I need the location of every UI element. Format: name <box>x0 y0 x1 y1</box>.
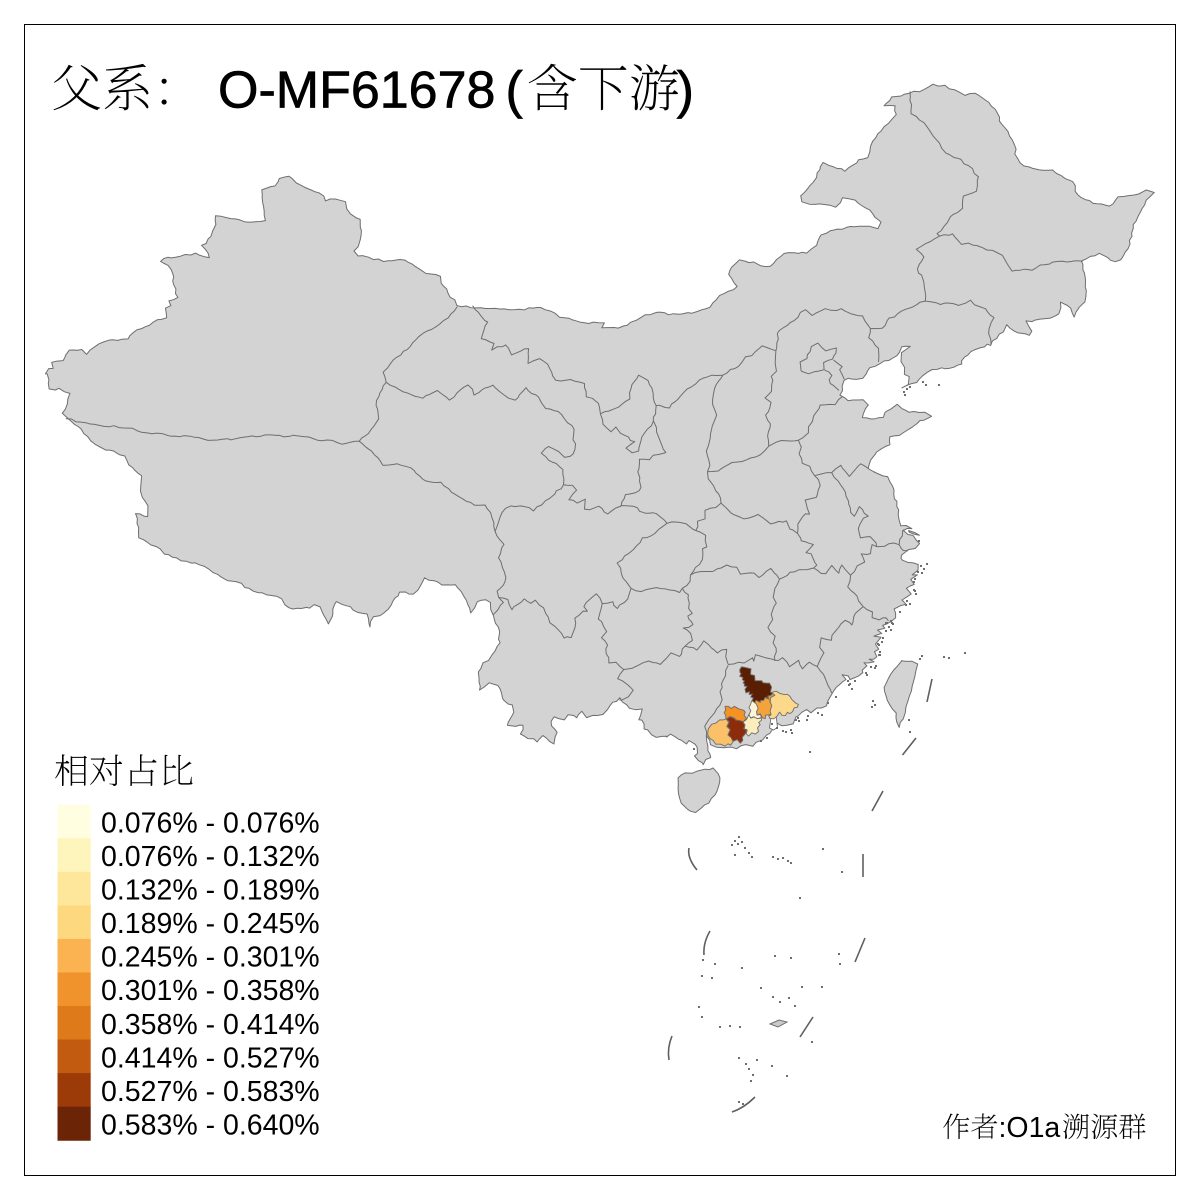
svg-text:0.527% - 0.583%: 0.527% - 0.583% <box>101 1076 320 1108</box>
svg-text:0.414% - 0.527%: 0.414% - 0.527% <box>101 1042 320 1074</box>
svg-text:): ) <box>677 62 694 120</box>
svg-text:O-MF61678: O-MF61678 <box>218 62 495 120</box>
svg-text:0.076% - 0.076%: 0.076% - 0.076% <box>101 808 320 840</box>
svg-text:0.245% - 0.301%: 0.245% - 0.301% <box>101 942 320 974</box>
svg-text:0.301% - 0.358%: 0.301% - 0.358% <box>101 975 320 1007</box>
svg-text:0.132% - 0.189%: 0.132% - 0.189% <box>101 875 320 907</box>
svg-text:0.583% - 0.640%: 0.583% - 0.640% <box>101 1109 320 1141</box>
svg-text:(: ( <box>506 62 524 120</box>
svg-text:0.189% - 0.245%: 0.189% - 0.245% <box>101 908 320 940</box>
svg-text:0.358% - 0.414%: 0.358% - 0.414% <box>101 1009 320 1041</box>
svg-text:0.076% - 0.132%: 0.076% - 0.132% <box>101 841 320 873</box>
svg-text::O1a: :O1a <box>999 1112 1061 1144</box>
